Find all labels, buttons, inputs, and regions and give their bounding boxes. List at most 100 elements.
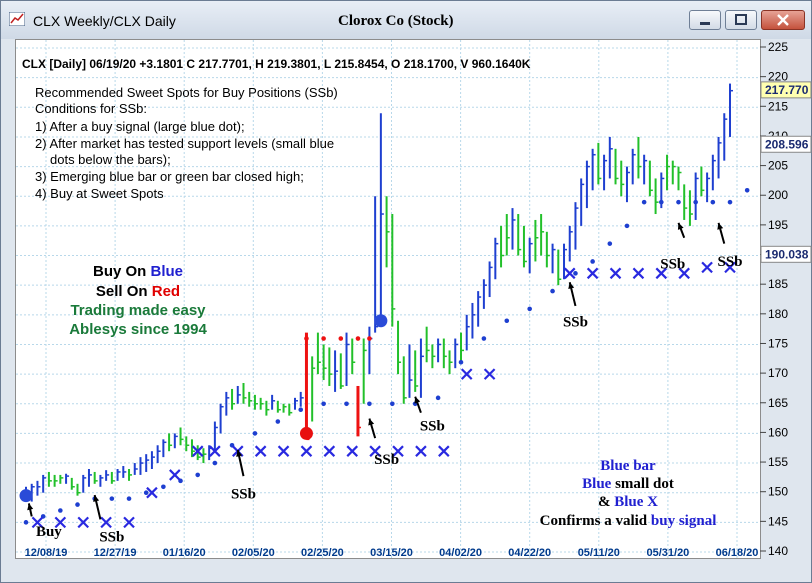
buy-x-marker: [678, 267, 690, 280]
resistance-dot: [355, 336, 361, 341]
minimize-button[interactable]: [689, 10, 721, 30]
support-dot: [641, 199, 647, 205]
price-bar: [631, 148, 636, 185]
signal-dot: [374, 314, 388, 328]
support-dot: [390, 401, 395, 407]
app-chart-icon: [9, 12, 25, 26]
price-bar: [368, 326, 373, 375]
support-dot: [590, 259, 595, 264]
support-dot: [58, 508, 63, 513]
x-tick-label: 02/05/20: [232, 547, 275, 558]
price-bar: [156, 445, 161, 464]
x-tick-label: 04/22/20: [508, 547, 551, 558]
y-tick-label: 160: [768, 425, 788, 439]
buy-x-marker: [300, 445, 313, 457]
support-dot: [744, 188, 750, 193]
price-bar: [59, 474, 64, 484]
chart-title: Clorox Co (Stock): [338, 13, 454, 29]
price-bar: [105, 470, 110, 481]
window-title: CLX Weekly/CLX Daily: [33, 13, 176, 29]
price-bar: [242, 383, 247, 404]
y-tick-label: 150: [768, 485, 788, 499]
buy-x-marker: [77, 516, 90, 529]
price-bar: [76, 483, 81, 496]
support-dot: [624, 223, 630, 229]
buy-x-marker: [415, 445, 427, 457]
close-button[interactable]: [761, 10, 805, 30]
arrow-head: [717, 222, 724, 230]
maximize-button[interactable]: [725, 10, 757, 30]
price-bar: [128, 468, 133, 481]
support-dot: [195, 472, 201, 478]
support-dot: [693, 199, 698, 205]
support-dot: [367, 401, 372, 407]
price-bar: [654, 178, 659, 215]
price-bar: [374, 196, 379, 333]
price-bar: [557, 249, 562, 286]
arrow-head: [568, 282, 575, 290]
price-bar: [362, 338, 367, 404]
price-bar: [637, 136, 642, 179]
buy-x-marker: [209, 445, 221, 457]
buy-x-marker: [392, 445, 404, 457]
price-bar: [488, 261, 493, 298]
price-bar: [294, 397, 299, 410]
price-bar: [299, 391, 304, 407]
y-tick-label: 165: [768, 396, 788, 410]
price-bar: [717, 136, 722, 179]
plot-area[interactable]: Buy SSb SSb SSb SSb SSb SSb SSb CLX [Daily] 06/…: [15, 39, 761, 559]
support-dot: [607, 241, 613, 246]
resistance-dot: [321, 336, 326, 341]
buy-x-marker: [724, 261, 736, 274]
price-bar: [551, 243, 556, 274]
price-bar: [585, 160, 590, 209]
price-bar: [563, 243, 568, 280]
buy-x-marker: [100, 516, 112, 529]
price-bar: [202, 448, 207, 464]
buy-x-marker: [191, 445, 204, 457]
price-bar: [162, 439, 167, 458]
price-bar: [93, 471, 98, 484]
price-bar: [351, 338, 356, 375]
buy-x-marker: [369, 445, 381, 457]
tagline-ablesys: Ablesys since 1994: [69, 321, 207, 338]
legend-blue-bar: Blue bar: [600, 458, 656, 474]
price-bar: [150, 451, 155, 469]
buy-x-marker: [169, 469, 181, 481]
support-dot: [275, 419, 281, 424]
price-bar: [122, 466, 127, 478]
price-axis[interactable]: 1401451501551601651701751801851901952002…: [760, 39, 812, 559]
price-chart[interactable]: Buy SSb SSb SSb SSb SSb SSb SSb CLX [Daily] 06/…: [16, 40, 760, 558]
note-line-2: Conditions for SSb:: [35, 101, 147, 116]
price-bar: [711, 154, 716, 191]
signal-dot: [299, 426, 313, 440]
buy-x-marker: [563, 267, 576, 280]
support-dot: [573, 271, 578, 276]
price-bar: [477, 291, 482, 327]
price-bar: [345, 332, 350, 386]
price-bar: [356, 385, 361, 437]
support-dot: [344, 401, 349, 407]
buy-x-marker: [277, 445, 290, 457]
header-line: CLX [Daily] 06/19/20 +3.1801 C 217.7701,…: [22, 57, 531, 71]
price-bar: [322, 344, 327, 381]
price-label-box: [760, 81, 812, 99]
note-line-1: Recommended Sweet Spots for Buy Position…: [35, 85, 338, 100]
price-bar: [190, 439, 195, 458]
x-tick-label: 05/31/20: [646, 547, 689, 558]
price-bar: [597, 142, 602, 185]
title-bar[interactable]: CLX Weekly/CLX Daily Clorox Co (Stock): [1, 1, 811, 39]
price-bar: [282, 403, 287, 413]
support-dot: [550, 288, 555, 294]
price-bar: [688, 190, 693, 226]
price-bar: [580, 178, 585, 226]
note-line-4: 2) After market has tested support level…: [35, 136, 334, 151]
x-tick-label: 02/25/20: [301, 547, 344, 558]
arrow-head: [236, 450, 243, 457]
buy-x-marker: [483, 368, 496, 380]
annotation-label: SSb: [231, 487, 256, 503]
support-dot: [710, 199, 716, 205]
price-bar: [168, 433, 173, 452]
support-dot: [161, 484, 166, 490]
price-bar: [534, 219, 539, 262]
